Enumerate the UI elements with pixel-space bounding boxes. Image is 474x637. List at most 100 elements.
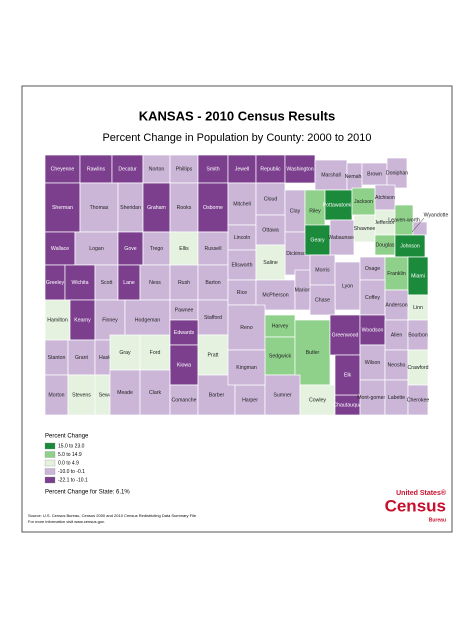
- county-label: Jackson: [354, 199, 373, 205]
- county-label: Chase: [315, 297, 330, 303]
- county-label: Mont-gomery: [357, 395, 388, 401]
- county-label: Marion: [295, 287, 311, 293]
- county: [329, 314, 361, 356]
- county-label: Geary: [310, 237, 325, 243]
- county-label: Johnson: [400, 243, 420, 249]
- county-label: Smith: [206, 166, 219, 172]
- county-label: Lane: [123, 280, 135, 286]
- county-label: Greenwood: [332, 332, 359, 338]
- county-label: Rawlins: [87, 166, 106, 172]
- county: [169, 264, 199, 301]
- legend-title: Percent Change: [45, 434, 89, 440]
- county-label: Rush: [178, 280, 190, 286]
- county: [44, 182, 81, 233]
- county-label: Nemaha: [345, 174, 365, 180]
- county-label: Butler: [306, 350, 320, 356]
- county-label: Kiowa: [177, 362, 191, 368]
- county-label: Saline: [263, 260, 278, 266]
- logo-line1: United States®: [396, 489, 447, 497]
- county-label: Anderson: [385, 302, 407, 308]
- county: [324, 189, 353, 221]
- county-label: Cowley: [309, 397, 326, 403]
- county-label: Mitchell: [233, 201, 251, 207]
- county-label: Wilson: [365, 360, 381, 366]
- county: [304, 224, 331, 256]
- county: [227, 224, 257, 251]
- county-label: Lincoln: [234, 235, 251, 241]
- county-label: Decatur: [118, 166, 136, 172]
- logo-line3: Bureau: [429, 517, 446, 523]
- county-label: Ford: [150, 350, 161, 356]
- county-label: Crawford: [407, 365, 428, 371]
- county: [227, 349, 266, 386]
- legend-label: 15.0 to 23.0: [58, 443, 85, 449]
- county: [117, 182, 144, 233]
- county-label: Harper: [242, 397, 258, 403]
- county-label: Linn: [413, 305, 423, 311]
- county-label: Morris: [315, 267, 330, 273]
- county: [74, 231, 119, 266]
- county: [117, 231, 144, 266]
- county: [309, 254, 336, 286]
- county-label: Barber: [209, 392, 225, 398]
- county-label: Doniphan: [386, 170, 408, 176]
- county-label: Pratt: [208, 352, 220, 358]
- frame: [21, 85, 453, 533]
- county-label: Stevens: [72, 392, 91, 398]
- county-label: Osborne: [203, 205, 223, 211]
- county-label: Pawnee: [175, 307, 194, 313]
- county: [79, 182, 119, 233]
- county-label: Clay: [290, 208, 301, 214]
- county-label: Reno: [240, 325, 253, 331]
- legend: 15.0 to 23.0 5.0 to 14.9 0.0 to 4.9 -10.0 t…: [44, 442, 88, 484]
- legend-label: 5.0 to 14.9: [58, 452, 82, 458]
- county: [139, 369, 171, 416]
- county-label: Hamilton: [47, 317, 68, 323]
- county-label: Ottawa: [262, 227, 279, 233]
- county-label: Brown: [367, 171, 382, 177]
- legend-swatch: [44, 468, 56, 475]
- county-label: Leaven-worth: [388, 217, 420, 223]
- county-label: Cherokee: [407, 397, 430, 403]
- county-label: Coffey: [365, 295, 380, 301]
- source-line1: Source: U.S. Census Bureau, Census 2000 …: [28, 513, 197, 518]
- logo-line2: Census: [385, 496, 446, 515]
- county-label: Pottawatomie: [323, 202, 355, 208]
- county-label: Thomas: [90, 205, 109, 211]
- county-label: McPherson: [262, 292, 288, 298]
- county: [359, 279, 386, 316]
- county-label: Riley: [309, 208, 321, 214]
- county-label: Neosho: [388, 362, 406, 368]
- county-label: Wyandotte: [424, 212, 449, 218]
- county-label: Cheyenne: [51, 166, 75, 172]
- county-label: Marshall: [321, 172, 341, 178]
- county: [359, 344, 386, 381]
- county-label: Haskell: [99, 355, 116, 361]
- legend-swatch: [44, 476, 56, 484]
- county: [169, 319, 199, 346]
- county: [386, 157, 408, 189]
- county-label: Sherman: [52, 205, 73, 211]
- county-label: Washington: [286, 166, 313, 172]
- county-label: Harvey: [272, 323, 289, 329]
- state-change: Percent Change for State: 6.1%: [45, 490, 130, 496]
- county: [227, 154, 257, 184]
- county-label: Dickinson: [286, 251, 309, 257]
- county: [309, 284, 336, 316]
- county-label: Wallace: [51, 246, 69, 252]
- county-label: Cloud: [264, 196, 278, 202]
- county: [284, 154, 316, 184]
- county-label: Chautauqua: [333, 402, 361, 408]
- legend-label: -10.0 to -0.1: [58, 469, 85, 475]
- county-label: Clark: [149, 390, 162, 396]
- county-label: Lyon: [342, 283, 353, 289]
- county-label: Grant: [75, 355, 89, 361]
- county: [124, 299, 171, 341]
- county-label: Ness: [149, 280, 161, 286]
- county-label: Rooks: [177, 205, 192, 211]
- county-label: Finney: [102, 317, 118, 323]
- county: [353, 214, 376, 243]
- counties: Cheyenne Rawlins Decatur Norton Phillips Smit…: [44, 154, 449, 416]
- legend-label: 0.0 to 4.9: [58, 460, 79, 466]
